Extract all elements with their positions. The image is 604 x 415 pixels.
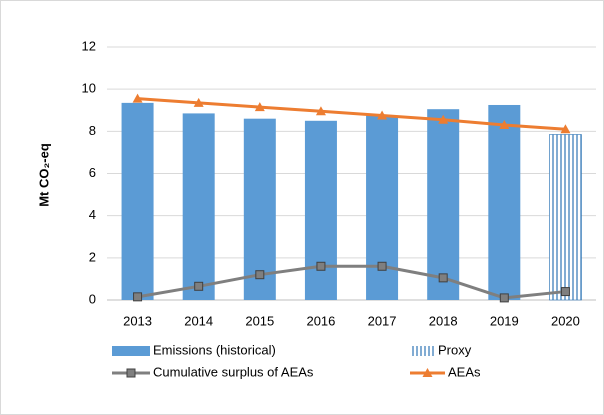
legend-item: AEAs <box>410 364 481 379</box>
line-marker <box>438 114 449 124</box>
line-marker <box>315 106 326 116</box>
x-tick-label: 2014 <box>184 313 213 328</box>
legend-swatch <box>410 346 435 356</box>
line-marker <box>194 281 204 291</box>
bar <box>121 102 154 300</box>
x-tick-label: 2018 <box>429 313 458 328</box>
y-tick-label: 10 <box>82 81 96 96</box>
line-marker <box>560 287 570 297</box>
bar <box>304 120 337 301</box>
line-marker <box>255 270 265 280</box>
bar <box>243 118 276 300</box>
x-tick-label: 2015 <box>245 313 274 328</box>
x-tick-label: 2013 <box>123 313 152 328</box>
y-tick-label: 12 <box>82 38 96 53</box>
legend-label: Emissions (historical) <box>153 342 276 357</box>
y-tick-label: 2 <box>89 249 96 264</box>
x-tick-label: 2016 <box>306 313 335 328</box>
legend-item: Cumulative surplus of AEAs <box>112 364 314 379</box>
y-tick-label: 6 <box>89 165 96 180</box>
bar <box>182 113 215 300</box>
legend-marker <box>126 368 136 378</box>
x-tick-label: 2019 <box>490 313 519 328</box>
line <box>137 264 566 300</box>
legend-item: Proxy <box>410 342 472 357</box>
line-marker <box>499 120 510 130</box>
line-marker <box>133 292 143 302</box>
legend-swatch <box>112 346 150 356</box>
legend-item: Emissions (historical) <box>112 342 276 357</box>
line <box>137 97 566 131</box>
y-tick-label: 0 <box>89 291 96 306</box>
bar <box>427 109 460 300</box>
y-tick-label: 4 <box>89 207 96 222</box>
bar <box>549 134 582 301</box>
x-tick-label: 2020 <box>551 313 580 328</box>
bar <box>366 115 399 300</box>
bar <box>488 104 521 301</box>
y-axis-label: Mt CO₂-eq <box>36 143 51 207</box>
x-tick-label: 2017 <box>368 313 397 328</box>
line-marker <box>560 124 571 134</box>
y-tick-label: 8 <box>89 123 96 138</box>
line-marker <box>377 261 387 271</box>
line-marker <box>438 273 448 283</box>
line-marker <box>377 110 388 120</box>
line-marker <box>193 97 204 107</box>
legend-marker <box>422 368 433 377</box>
legend-label: Cumulative surplus of AEAs <box>153 364 314 379</box>
line-marker <box>316 261 326 271</box>
legend-label: Proxy <box>438 342 472 357</box>
line-marker <box>132 93 143 103</box>
line-marker <box>254 102 265 112</box>
line-marker <box>499 293 509 303</box>
legend-label: AEAs <box>448 364 481 379</box>
